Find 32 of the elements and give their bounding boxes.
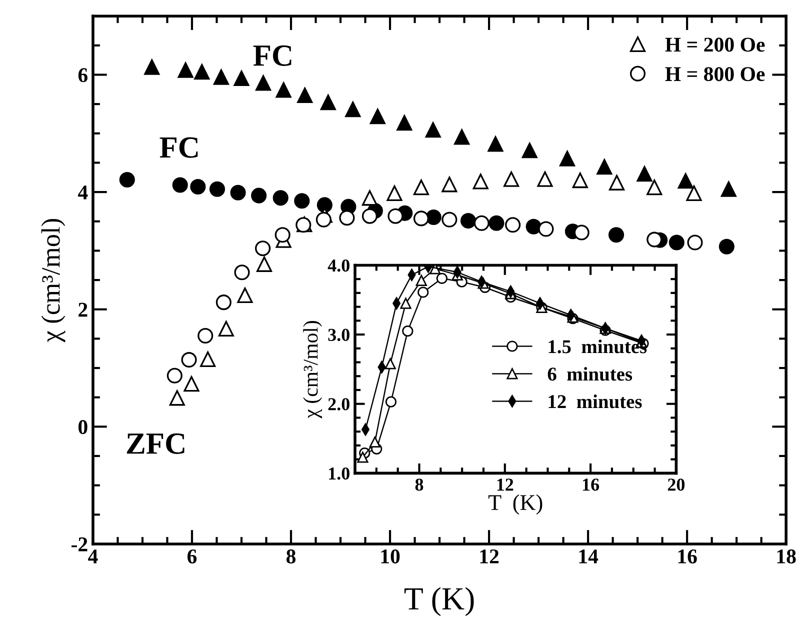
- x-tick-label: 18: [777, 549, 796, 564]
- x-tick-label: 10: [381, 549, 400, 564]
- annotation: FC: [253, 45, 292, 66]
- x-tick-label: 8: [286, 549, 296, 564]
- y-tick-label: 1.0: [329, 467, 350, 480]
- legend-label: 12 minutes: [548, 394, 642, 408]
- annotation: ZFC: [126, 433, 184, 454]
- y-tick-label: 0: [78, 420, 88, 434]
- legend-label: 6 minutes: [548, 367, 632, 381]
- y-tick-label: 3.0: [328, 328, 350, 342]
- x-tick-label: 20: [668, 478, 685, 491]
- x-axis-title: T (K): [404, 587, 474, 616]
- y-tick-label: 4.0: [328, 259, 350, 272]
- legend-label: H = 200 Oe: [665, 38, 765, 52]
- y-axis-title: χ (cm³/mol): [41, 218, 66, 342]
- x-axis-title: T (K): [488, 494, 542, 515]
- x-tick-label: 14: [579, 550, 598, 564]
- y-tick-label: 2: [78, 302, 88, 317]
- annotation: FC: [160, 137, 198, 158]
- x-tick-label: 12: [480, 549, 499, 564]
- y-tick-label: 2.0: [328, 398, 350, 410]
- x-tick-label: 4: [88, 550, 98, 564]
- x-tick-label: 6: [187, 549, 197, 564]
- x-tick-label: 8: [415, 478, 424, 491]
- x-tick-label: 16: [678, 549, 697, 564]
- y-tick-label: 4: [78, 186, 88, 200]
- y-axis-title: χ (cm³/mol): [303, 321, 322, 418]
- y-tick-label: 6: [78, 68, 88, 82]
- x-tick-label: 12: [497, 478, 514, 491]
- y-tick-label: -2: [72, 537, 88, 552]
- x-tick-label: 16: [582, 478, 600, 491]
- legend-label: H = 800 Oe: [665, 67, 765, 82]
